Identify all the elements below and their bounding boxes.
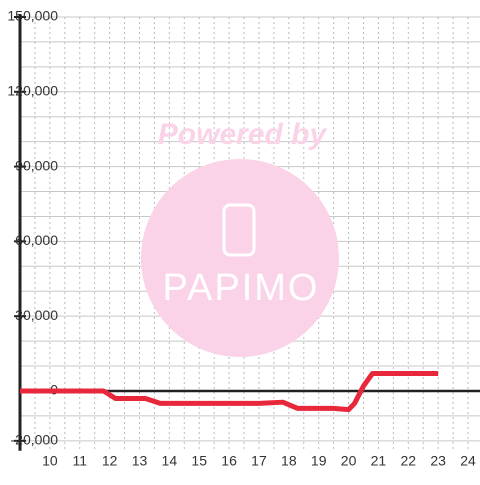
x-tick-label: 11 xyxy=(72,453,87,469)
x-tick-label: 22 xyxy=(401,453,417,469)
y-tick-label: -20,000 xyxy=(11,432,59,448)
y-tick-label: 120,000 xyxy=(7,82,58,98)
x-tick-label: 18 xyxy=(281,453,297,469)
x-tick-label: 23 xyxy=(430,453,446,469)
plot: -20,000030,00060,00090,000120,000150,000… xyxy=(7,8,480,469)
watermark-text: Powered by xyxy=(158,118,328,151)
x-tick-label: 19 xyxy=(311,453,327,469)
y-tick-label: 90,000 xyxy=(15,157,58,173)
watermark: Powered by PAPIMO xyxy=(141,118,339,357)
x-tick-label: 20 xyxy=(341,453,357,469)
x-tick-label: 10 xyxy=(42,453,58,469)
y-tick-label: 150,000 xyxy=(7,8,58,24)
x-tick-label: 14 xyxy=(162,453,178,469)
x-tick-label: 24 xyxy=(460,453,476,469)
watermark-circle xyxy=(141,159,339,357)
watermark-logo: PAPIMO xyxy=(163,267,320,309)
y-tick-label: 30,000 xyxy=(15,307,58,323)
data-line xyxy=(20,371,439,413)
x-tick-label: 17 xyxy=(251,453,267,469)
x-tick-label: 21 xyxy=(371,453,387,469)
x-tick-label: 15 xyxy=(191,453,207,469)
y-tick-label: 60,000 xyxy=(15,232,58,248)
phone-icon xyxy=(222,203,256,257)
x-tick-label: 13 xyxy=(132,453,148,469)
x-tick-label: 16 xyxy=(221,453,237,469)
x-tick-label: 12 xyxy=(102,453,118,469)
